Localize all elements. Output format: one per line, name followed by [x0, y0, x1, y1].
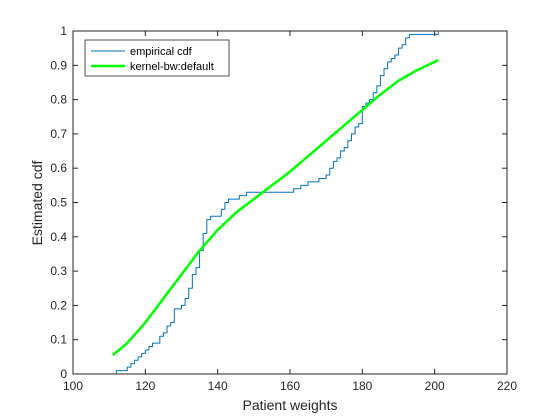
x-tick-label: 160: [280, 379, 300, 393]
x-tick-label: 200: [425, 379, 445, 393]
series-line-1: [111, 59, 439, 357]
y-tick-label: 0.8: [50, 93, 67, 107]
legend: empirical cdf kernel-bw:default: [84, 39, 230, 77]
x-tick-label: 100: [63, 379, 83, 393]
legend-label-1: kernel-bw:default: [130, 61, 214, 73]
y-tick-label: 0.9: [50, 58, 67, 72]
axes-layer: 100 120 140 160 180 200 220 0 0.1 0.2 0.3 0.4 0.5 0.6…: [50, 24, 517, 393]
x-tick-label: 120: [135, 379, 155, 393]
y-tick-label: 0.5: [50, 196, 67, 210]
y-axis-label: Estimated cdf: [29, 160, 45, 245]
y-tick-label: 0.4: [50, 230, 67, 244]
y-tick-label: 0: [60, 367, 67, 381]
x-axis-label: Patient weights: [243, 397, 338, 413]
legend-box: [84, 39, 230, 77]
x-tick-label: 220: [497, 379, 517, 393]
y-tick-label: 0.2: [50, 298, 67, 312]
x-tick-label: 140: [208, 379, 228, 393]
x-tick-label: 180: [352, 379, 372, 393]
legend-label-0: empirical cdf: [130, 46, 193, 58]
y-tick-label: 1: [60, 24, 67, 38]
plot-layer: [111, 30, 442, 375]
series-line-0: [112, 30, 442, 375]
y-tick-label: 0.1: [50, 333, 67, 347]
y-tick-label: 0.6: [50, 161, 67, 175]
y-tick-label: 0.3: [50, 264, 67, 278]
y-tick-label: 0.7: [50, 127, 67, 141]
